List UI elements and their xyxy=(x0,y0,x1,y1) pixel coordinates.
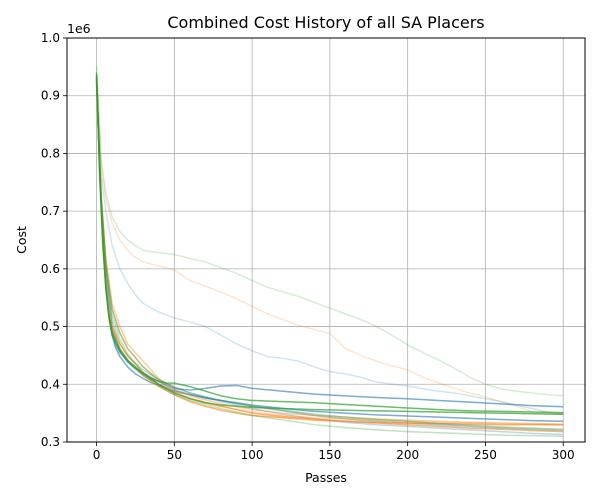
x-tick-label: 250 xyxy=(474,448,497,462)
y-tick-label: 0.9 xyxy=(41,89,60,103)
y-axis-label: Cost xyxy=(14,226,29,254)
series-line-3 xyxy=(95,66,564,397)
series-layer xyxy=(95,66,564,437)
series-line-13 xyxy=(95,72,564,416)
y-tick-label: 1.0 xyxy=(41,31,60,45)
y-tick-label: 0.7 xyxy=(41,204,60,218)
series-line-2 xyxy=(95,72,564,416)
x-tick-label: 100 xyxy=(241,448,264,462)
y-tick-label: 0.6 xyxy=(41,262,60,276)
axes-frame xyxy=(66,37,586,443)
x-axis-ticks: 0 50 100 150 200 250 300 xyxy=(93,442,575,462)
y-tick-label: 0.5 xyxy=(41,320,60,334)
x-tick-label: 50 xyxy=(167,448,182,462)
series-line-15 xyxy=(95,81,564,437)
chart-title: Combined Cost History of all SA Placers xyxy=(167,13,484,32)
x-tick-label: 200 xyxy=(396,448,419,462)
x-axis-label: Passes xyxy=(305,470,347,485)
y-tick-label: 0.4 xyxy=(41,377,60,391)
y-tick-label: 0.8 xyxy=(41,146,60,160)
y-offset-text: 1e6 xyxy=(67,21,91,36)
series-line-1 xyxy=(95,78,564,416)
series-line-11 xyxy=(95,87,564,426)
series-line-14 xyxy=(95,78,564,431)
plot-area xyxy=(67,38,585,442)
x-tick-label: 150 xyxy=(318,448,341,462)
y-tick-label: 0.3 xyxy=(41,435,60,449)
x-tick-label: 300 xyxy=(552,448,575,462)
series-line-7 xyxy=(95,84,564,436)
y-axis-ticks: 0.3 0.4 0.5 0.6 0.7 0.8 0.9 1.0 xyxy=(41,31,67,449)
x-tick-label: 0 xyxy=(93,448,101,462)
